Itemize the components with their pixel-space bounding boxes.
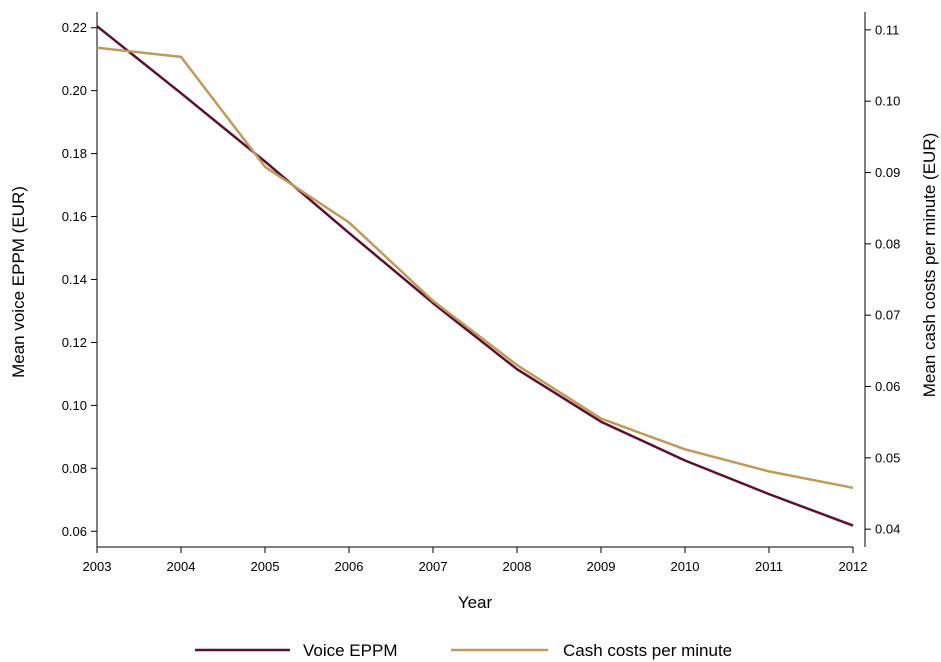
left-tick-label: 0.16 (62, 209, 87, 224)
right-tick-label: 0.08 (875, 236, 900, 251)
x-tick-label: 2004 (167, 559, 196, 574)
x-tick-label: 2012 (839, 559, 868, 574)
x-tick-label: 2009 (587, 559, 616, 574)
right-tick-label: 0.06 (875, 379, 900, 394)
left-tick-label: 0.08 (62, 461, 87, 476)
left-tick-label: 0.20 (62, 83, 87, 98)
right-tick-label: 0.09 (875, 165, 900, 180)
left-y-axis-title: Mean voice EPPM (EUR) (9, 186, 28, 378)
left-tick-label: 0.14 (62, 272, 87, 287)
x-tick-label: 2006 (335, 559, 364, 574)
series-line-cash-costs-per-minute (96, 46, 854, 490)
x-axis: 2003 2004 2005 2006 2007 2008 2009 2010 2011 2012 (83, 546, 868, 574)
x-tick-label: 2011 (755, 559, 783, 574)
right-y-axis-title: Mean cash costs per minute (EUR) (920, 133, 939, 398)
legend: Voice EPPM Cash costs per minute (195, 641, 732, 660)
x-tick-label: 2010 (671, 559, 700, 574)
right-tick-label: 0.07 (875, 308, 900, 323)
left-tick-label: 0.10 (62, 398, 87, 413)
right-tick-label: 0.11 (875, 22, 899, 37)
series-layer (96, 25, 854, 527)
right-tick-label: 0.10 (875, 94, 900, 109)
left-tick-label: 0.22 (62, 20, 87, 35)
x-tick-label: 2007 (419, 559, 448, 574)
legend-label-voice-eppm: Voice EPPM (303, 641, 398, 660)
right-y-axis: 0.04 0.05 0.06 0.07 0.08 0.09 0.10 0.11 (864, 12, 900, 547)
x-tick-label: 2005 (251, 559, 280, 574)
legend-label-cash-costs: Cash costs per minute (563, 641, 732, 660)
left-tick-label: 0.18 (62, 146, 87, 161)
right-tick-label: 0.05 (875, 450, 900, 465)
left-y-axis: 0.06 0.08 0.10 0.12 0.14 0.16 0.18 0.20 0.22 (62, 12, 98, 547)
left-tick-label: 0.06 (62, 524, 87, 539)
x-tick-label: 2003 (83, 559, 112, 574)
left-tick-label: 0.12 (62, 335, 87, 350)
right-tick-label: 0.04 (875, 522, 900, 537)
series-line-voice-eppm (96, 25, 854, 527)
x-axis-title: Year (458, 593, 493, 612)
x-tick-label: 2008 (503, 559, 532, 574)
